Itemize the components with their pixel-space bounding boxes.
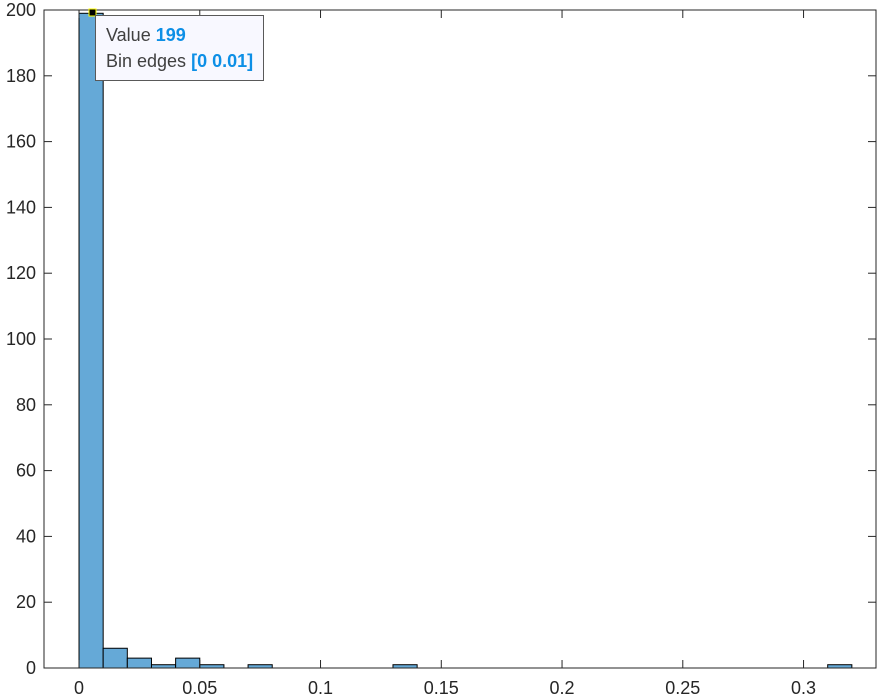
- bars-group: [78, 12, 853, 669]
- y-tick-label: 120: [6, 263, 36, 283]
- y-tick-label: 100: [6, 329, 36, 349]
- y-tick-label: 160: [6, 132, 36, 152]
- datatip-marker[interactable]: [88, 8, 97, 17]
- datatip: Value 199 Bin edges [0 0.01]: [95, 15, 265, 81]
- y-tick-label: 140: [6, 197, 36, 217]
- datatip-value-label: Value: [106, 25, 151, 45]
- histogram-bar[interactable]: [102, 647, 128, 669]
- datatip-value: 199: [155, 25, 186, 45]
- datatip-edges-label: Bin edges: [106, 51, 187, 71]
- x-tick-label: 0.25: [665, 678, 700, 698]
- histogram-bar[interactable]: [126, 657, 152, 669]
- y-tick-label: 180: [6, 66, 36, 86]
- histogram-bar[interactable]: [78, 12, 104, 669]
- x-tick-label: 0: [74, 678, 84, 698]
- x-tick-labels: 0 0.05 0.1 0.15 0.2 0.25 0.3: [74, 678, 816, 698]
- y-tick-label: 200: [6, 0, 36, 20]
- datatip-edges: [0 0.01]: [191, 51, 254, 71]
- y-tick-labels: 0 20 40 60 80 100 120 140 160 180 200: [6, 0, 36, 678]
- y-tick-label: 0: [26, 658, 36, 678]
- y-tick-label: 60: [16, 461, 36, 481]
- x-tick-label: 0.1: [308, 678, 333, 698]
- y-tick-label: 80: [16, 395, 36, 415]
- y-tick-label: 40: [16, 526, 36, 546]
- x-tick-label: 0.05: [182, 678, 217, 698]
- x-tick-label: 0.3: [791, 678, 816, 698]
- y-tick-label: 20: [16, 592, 36, 612]
- x-tick-label: 0.15: [424, 678, 459, 698]
- datatip-edges-row: Bin edges [0 0.01]: [106, 48, 253, 74]
- ticks-group: [44, 9, 876, 669]
- histogram-bar[interactable]: [175, 657, 201, 669]
- x-tick-label: 0.2: [550, 678, 575, 698]
- datatip-value-row: Value 199: [106, 22, 253, 48]
- axes-background: [44, 10, 876, 668]
